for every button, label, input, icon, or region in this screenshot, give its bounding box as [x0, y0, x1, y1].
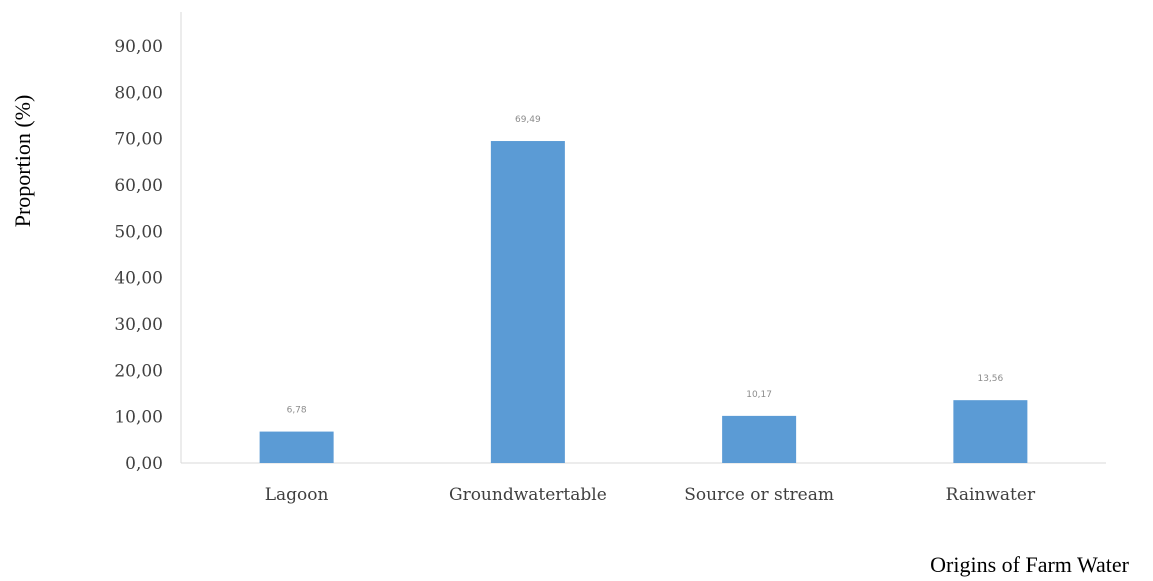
bar — [953, 400, 1028, 463]
x-tick-label: Source or stream — [684, 485, 834, 505]
y-tick-label: 90,00 — [114, 37, 163, 57]
data-label: 69,49 — [515, 115, 541, 125]
x-axis-title: Origins of Farm Water — [930, 552, 1130, 577]
y-tick-labels: 0,00 10,00 20,00 30,00 40,00 50,00 60,00 70,00 8… — [114, 37, 163, 474]
data-labels: 6,78 69,49 10,17 13,56 — [287, 115, 1004, 416]
bars — [259, 141, 1028, 463]
x-tick-labels: Lagoon Groundwatertable Source or stream Ra… — [265, 485, 1036, 505]
y-axis-title: Proportion (%) — [10, 95, 35, 228]
y-tick-label: 70,00 — [114, 130, 163, 150]
data-label: 10,17 — [746, 390, 772, 400]
y-tick-label: 0,00 — [125, 454, 163, 474]
y-tick-label: 10,00 — [114, 408, 163, 428]
y-tick-label: 40,00 — [114, 269, 163, 289]
y-tick-label: 50,00 — [114, 222, 163, 242]
data-label: 6,78 — [287, 406, 307, 416]
y-tick-label: 60,00 — [114, 176, 163, 196]
data-label: 13,56 — [977, 374, 1003, 384]
x-tick-label: Rainwater — [946, 485, 1036, 505]
y-tick-label: 80,00 — [114, 83, 163, 103]
bar — [490, 141, 565, 463]
y-tick-label: 20,00 — [114, 361, 163, 381]
x-tick-label: Groundwatertable — [449, 485, 607, 505]
x-tick-label: Lagoon — [265, 485, 329, 505]
bar — [722, 415, 797, 463]
y-tick-label: 30,00 — [114, 315, 163, 335]
bar — [259, 431, 334, 463]
